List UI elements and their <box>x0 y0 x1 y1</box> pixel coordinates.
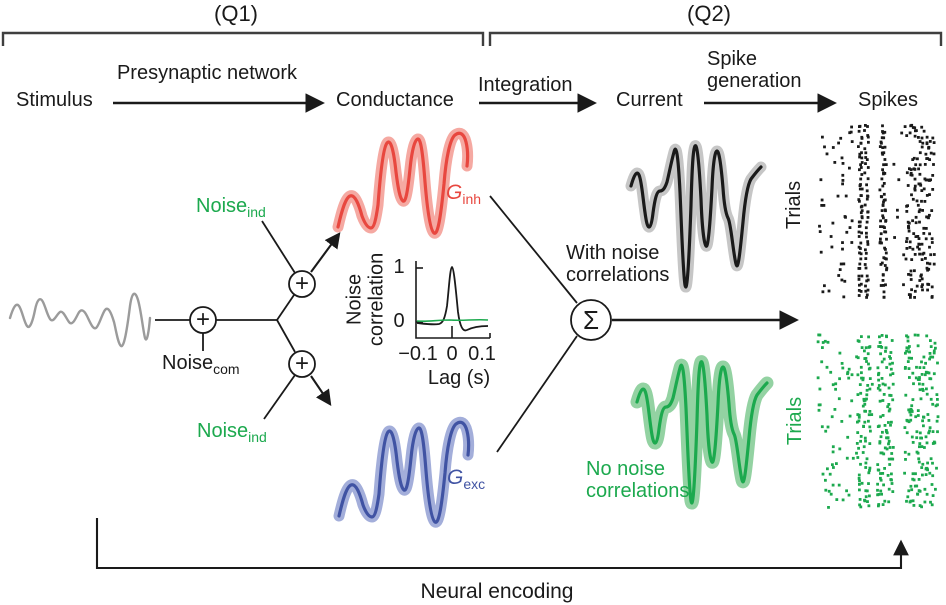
noise-ind-label-bottom: Noiseind <box>197 420 267 445</box>
presynaptic-network-label: Presynaptic network <box>116 62 298 84</box>
q1-label: (Q1) <box>214 1 258 26</box>
trials-label-green: Trials <box>784 396 806 446</box>
inset-xtick-zero: 0 <box>446 343 458 365</box>
integration-label: Integration <box>478 74 573 96</box>
neural-encoding-label: Neural encoding <box>420 580 574 603</box>
inset-xtick-neg: −0.1 <box>398 343 438 365</box>
noise-com-label: Noisecom <box>162 352 240 377</box>
spike-raster-with-noise-correlations <box>818 123 936 299</box>
g-inh-label: Ginh <box>446 181 482 207</box>
q2-label: (Q2) <box>687 1 731 26</box>
inset-xtick-pos: 0.1 <box>468 343 496 365</box>
presynaptic-wiring <box>155 220 296 420</box>
arrow-to-inhibitory-conductance <box>310 232 341 273</box>
stimulus-label: Stimulus <box>16 89 93 111</box>
g-exc-label: Gexc <box>447 466 486 492</box>
stimulus-waveform <box>8 292 152 348</box>
plus-node-independent-noise-bottom <box>288 350 316 378</box>
sigma-sign: Σ <box>582 304 600 335</box>
inset-common-noise-curve <box>416 265 489 332</box>
sigma-node <box>570 299 612 341</box>
q2-bracket <box>488 31 943 46</box>
with-noise-correlations-label: With noise correlations <box>566 242 670 287</box>
plus-sign-ind-top: + <box>294 270 309 297</box>
inset-xlabel: Lag (s) <box>427 367 491 389</box>
line-gexc-to-sum <box>496 335 578 453</box>
conductance-label: Conductance <box>336 89 454 111</box>
noise-ind-label-top: Noiseind <box>196 195 266 220</box>
plus-node-independent-noise-top <box>288 270 316 298</box>
inset-ytick-0: 0 <box>393 310 405 332</box>
current-label: Current <box>616 89 683 111</box>
trials-label-black: Trials <box>783 180 805 230</box>
no-noise-correlations-label: No noise correlations <box>586 458 690 503</box>
plus-node-common-noise <box>189 306 217 334</box>
inset-independent-noise-curve <box>416 318 489 323</box>
plus-sign-ind-bottom: + <box>294 350 309 377</box>
inset-ytick-1: 1 <box>393 256 405 278</box>
spikes-label: Spikes <box>858 89 919 111</box>
q1-bracket <box>1 31 485 46</box>
inset-ylabel: Noise correlation <box>343 252 388 347</box>
neural-encoding-bracket-arrow <box>95 518 909 570</box>
plus-sign-common: + <box>195 306 210 333</box>
arrow-to-excitatory-conductance <box>310 375 332 406</box>
spike-generation-label: Spike generation <box>707 48 802 93</box>
spike-raster-no-noise-correlations <box>816 333 940 509</box>
line-ginh-to-sum <box>489 195 578 304</box>
